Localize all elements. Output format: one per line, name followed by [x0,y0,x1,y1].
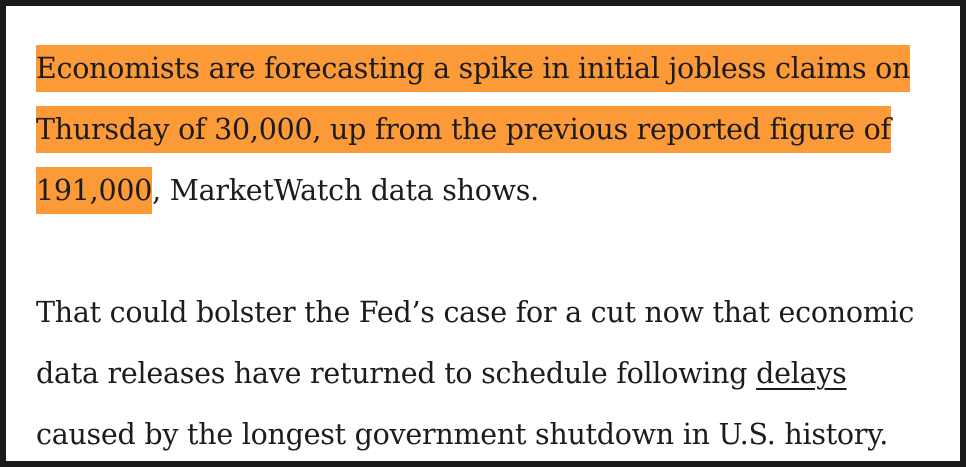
paragraph-1-line-3: 191,000, MarketWatch data shows. [36,160,936,221]
highlighted-text: Economists are forecasting a spike in in… [36,45,910,92]
paragraph-2-line-1: That could bolster the Fed’s case for a … [36,296,915,329]
highlighted-text: Thursday of 30,000, up from the previous… [36,106,891,153]
paragraph-fed-case: That could bolster the Fed’s case for a … [36,282,936,465]
article-body: Economists are forecasting a spike in in… [36,38,936,465]
paragraph-2-line-3: caused by the longest government shutdow… [36,418,889,451]
article-frame: Economists are forecasting a spike in in… [6,6,960,461]
paragraph-1-line-1: Economists are forecasting a spike in in… [36,38,936,99]
paragraph-1-line-2: Thursday of 30,000, up from the previous… [36,99,936,160]
paragraph-1-text: , MarketWatch data shows. [152,174,539,207]
delays-link[interactable]: delays [756,357,847,390]
paragraph-2-line-2: data releases have returned to schedule … [36,343,936,404]
paragraph-jobless-claims: Economists are forecasting a spike in in… [36,38,936,221]
paragraph-2-text: data releases have returned to schedule … [36,357,757,390]
highlighted-text: 191,000 [36,167,152,214]
